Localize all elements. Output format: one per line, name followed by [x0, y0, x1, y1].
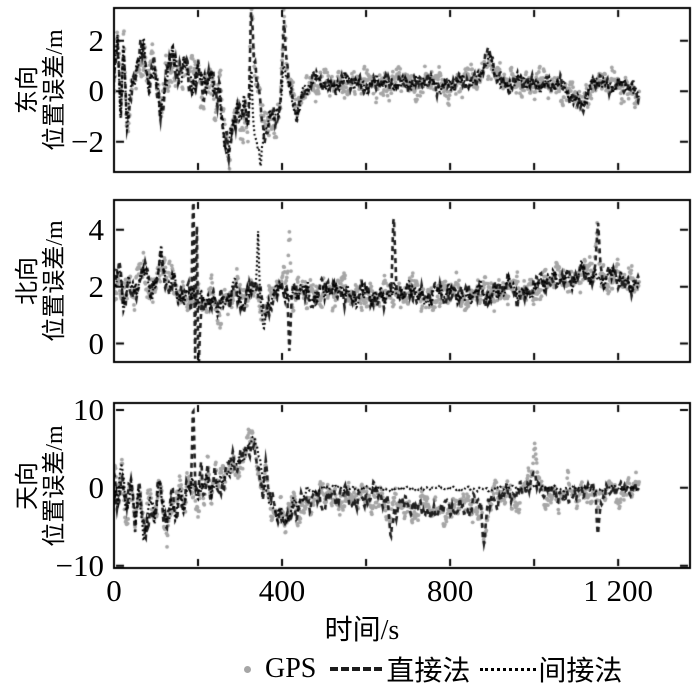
y-tick-label: 2	[88, 22, 105, 58]
gps-dot-marker-icon	[244, 665, 251, 673]
legend-item-gps: GPS	[244, 653, 316, 685]
legend-label-direct-method: 直接法	[386, 656, 471, 687]
x-axis-label: 时间/s	[324, 615, 400, 646]
dotted-line-marker-icon	[480, 667, 537, 671]
dashed-line-marker-icon	[330, 667, 383, 671]
y-tick-label: 2	[88, 268, 105, 304]
legend-item-indirect-method: 间接法	[470, 649, 622, 687]
y-tick-label: −2	[71, 123, 104, 159]
legend: GPS 直接法 间接法	[244, 649, 622, 687]
x-tick-label: 400	[258, 573, 306, 608]
x-tick-label: 0	[106, 573, 122, 608]
legend-label-gps: GPS	[265, 653, 317, 684]
y-tick-label: 0	[88, 469, 105, 505]
legend-item-direct-method: 直接法	[316, 649, 470, 687]
legend-label-indirect-method: 间接法	[538, 656, 623, 687]
y-tick-label: −10	[55, 547, 104, 583]
x-tick-label: 1 200	[583, 573, 654, 608]
y-tick-label: 10	[73, 392, 104, 427]
y-tick-label: 4	[88, 211, 105, 247]
x-tick-label: 800	[426, 573, 474, 608]
y-tick-label: 0	[88, 73, 105, 109]
y-tick-label: 0	[88, 325, 105, 361]
